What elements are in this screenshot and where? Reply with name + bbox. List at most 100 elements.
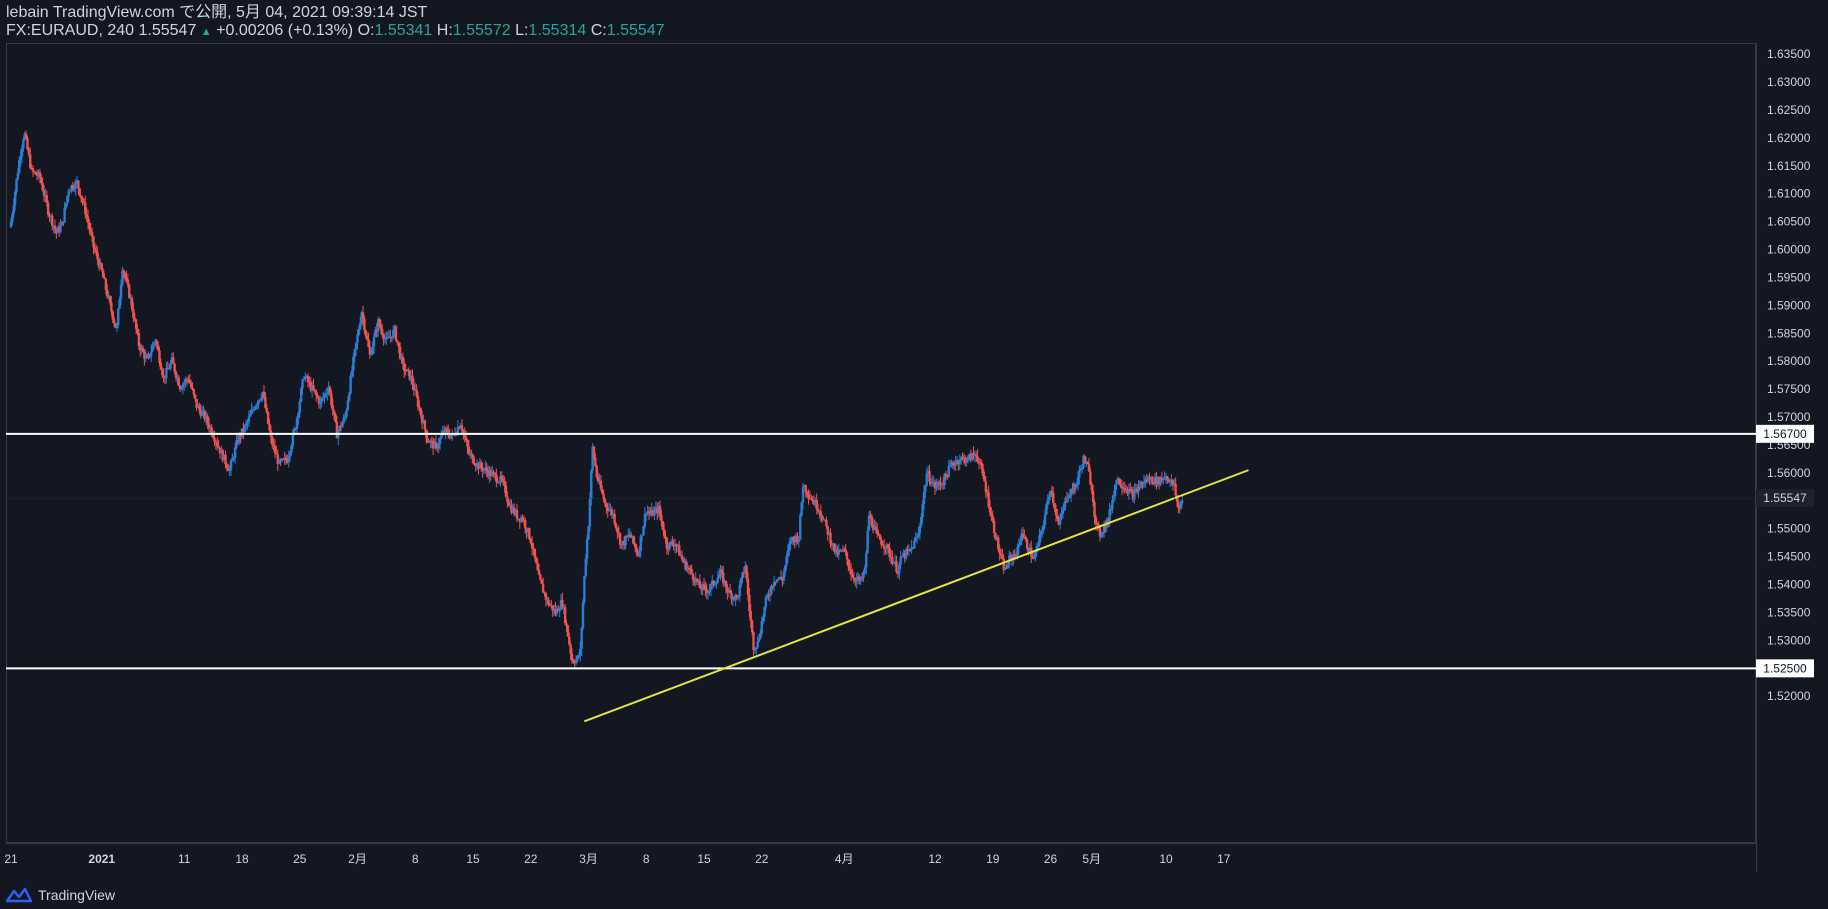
candle-body bbox=[1160, 477, 1164, 480]
candle-body bbox=[841, 548, 845, 552]
candle-body bbox=[737, 595, 740, 598]
candle-body bbox=[805, 492, 809, 495]
candle-body bbox=[1032, 557, 1036, 559]
candle-body bbox=[1133, 490, 1136, 500]
candle-body bbox=[1145, 479, 1148, 483]
candle-body bbox=[524, 520, 527, 529]
plot-border bbox=[6, 43, 1756, 843]
candle-body bbox=[228, 469, 231, 471]
candle-body bbox=[166, 367, 169, 369]
candle-body bbox=[569, 644, 572, 654]
candle-body bbox=[459, 425, 462, 429]
candle-body bbox=[261, 391, 264, 398]
candle-body bbox=[602, 493, 605, 500]
candle-body bbox=[463, 432, 466, 438]
candle-body bbox=[295, 417, 299, 429]
candle-body bbox=[595, 466, 598, 477]
candle-body bbox=[189, 383, 193, 388]
candle-body bbox=[290, 445, 293, 453]
candle-body bbox=[477, 463, 480, 469]
candle-body bbox=[955, 460, 959, 463]
candle-body bbox=[555, 608, 559, 614]
candle-body bbox=[445, 428, 449, 431]
candle-body bbox=[1093, 502, 1096, 518]
time-axis[interactable]: 21 2021 11 18 25 2月 8 15 22 3月 8 15 22 4月 12 19 26 5月 10 17 bbox=[4, 852, 1230, 866]
close-label: C: bbox=[590, 22, 607, 39]
candle-body bbox=[968, 454, 971, 457]
candle-body bbox=[503, 481, 506, 486]
candle-body bbox=[1036, 544, 1040, 547]
candle-body bbox=[387, 337, 391, 339]
candle-body bbox=[128, 284, 131, 298]
candle-body bbox=[532, 548, 535, 550]
candle-body bbox=[191, 387, 194, 390]
candle-body bbox=[665, 537, 669, 549]
candle-body bbox=[796, 535, 799, 543]
candle-body bbox=[308, 382, 311, 384]
candle-body bbox=[915, 536, 919, 538]
candle-body bbox=[871, 525, 875, 531]
candle-body bbox=[382, 335, 385, 340]
candle-body bbox=[165, 367, 168, 379]
candle-body bbox=[1017, 544, 1021, 548]
candle-body bbox=[206, 416, 209, 424]
trendline-group[interactable] bbox=[584, 469, 1249, 723]
candle-body bbox=[731, 596, 735, 600]
candle-body bbox=[474, 464, 477, 467]
candle-body bbox=[57, 227, 61, 232]
candle-body bbox=[134, 319, 138, 329]
candle-body bbox=[67, 190, 70, 196]
horizontal-lines bbox=[6, 432, 1756, 670]
candle-body bbox=[268, 423, 271, 431]
candle-body bbox=[416, 396, 420, 407]
candle-body bbox=[1178, 507, 1181, 509]
candle-body bbox=[407, 369, 410, 371]
candle-body bbox=[782, 572, 785, 581]
candle-body bbox=[755, 647, 758, 650]
candle-body bbox=[211, 434, 215, 438]
candle-body bbox=[895, 561, 898, 573]
candle-body bbox=[360, 312, 363, 323]
footer-brand[interactable]: TradingView bbox=[6, 887, 115, 903]
candle-body bbox=[712, 580, 715, 585]
candle-body bbox=[56, 227, 59, 234]
low-value: 1.55314 bbox=[528, 22, 587, 39]
candle-body bbox=[280, 458, 284, 462]
candle-body bbox=[52, 225, 55, 227]
candle-body bbox=[161, 369, 164, 376]
candle-body bbox=[911, 547, 915, 549]
candle-body bbox=[1047, 496, 1051, 500]
candle-body bbox=[41, 183, 44, 191]
candle-body bbox=[865, 552, 868, 568]
candle-body bbox=[691, 573, 695, 580]
candle-body bbox=[221, 450, 224, 461]
candle-body bbox=[1025, 539, 1029, 549]
candle-body bbox=[662, 529, 666, 537]
candle-body bbox=[799, 515, 802, 540]
candle-body bbox=[141, 347, 145, 352]
candle-body bbox=[1050, 490, 1054, 493]
candle-body bbox=[700, 588, 703, 590]
candle-body bbox=[701, 584, 704, 590]
candle-body bbox=[35, 174, 39, 176]
candle-body bbox=[530, 543, 534, 549]
candle-body bbox=[1057, 518, 1060, 525]
candle-body bbox=[460, 425, 464, 431]
candle-body bbox=[981, 468, 985, 477]
candle-body bbox=[1144, 479, 1147, 482]
candle-body bbox=[1108, 509, 1111, 523]
candle-body bbox=[1034, 552, 1037, 558]
candle-body bbox=[654, 507, 658, 511]
candle-body bbox=[38, 172, 42, 178]
candle-body bbox=[79, 195, 83, 199]
candle-body bbox=[1014, 554, 1018, 557]
candle-body bbox=[848, 566, 851, 570]
candle-body bbox=[568, 636, 571, 645]
candle-body bbox=[862, 572, 865, 578]
candle-body bbox=[689, 568, 692, 570]
candle-body bbox=[599, 480, 603, 489]
last-price-value: 1.55547 bbox=[138, 22, 197, 39]
candle-body bbox=[121, 270, 124, 285]
candle-body bbox=[552, 608, 556, 611]
